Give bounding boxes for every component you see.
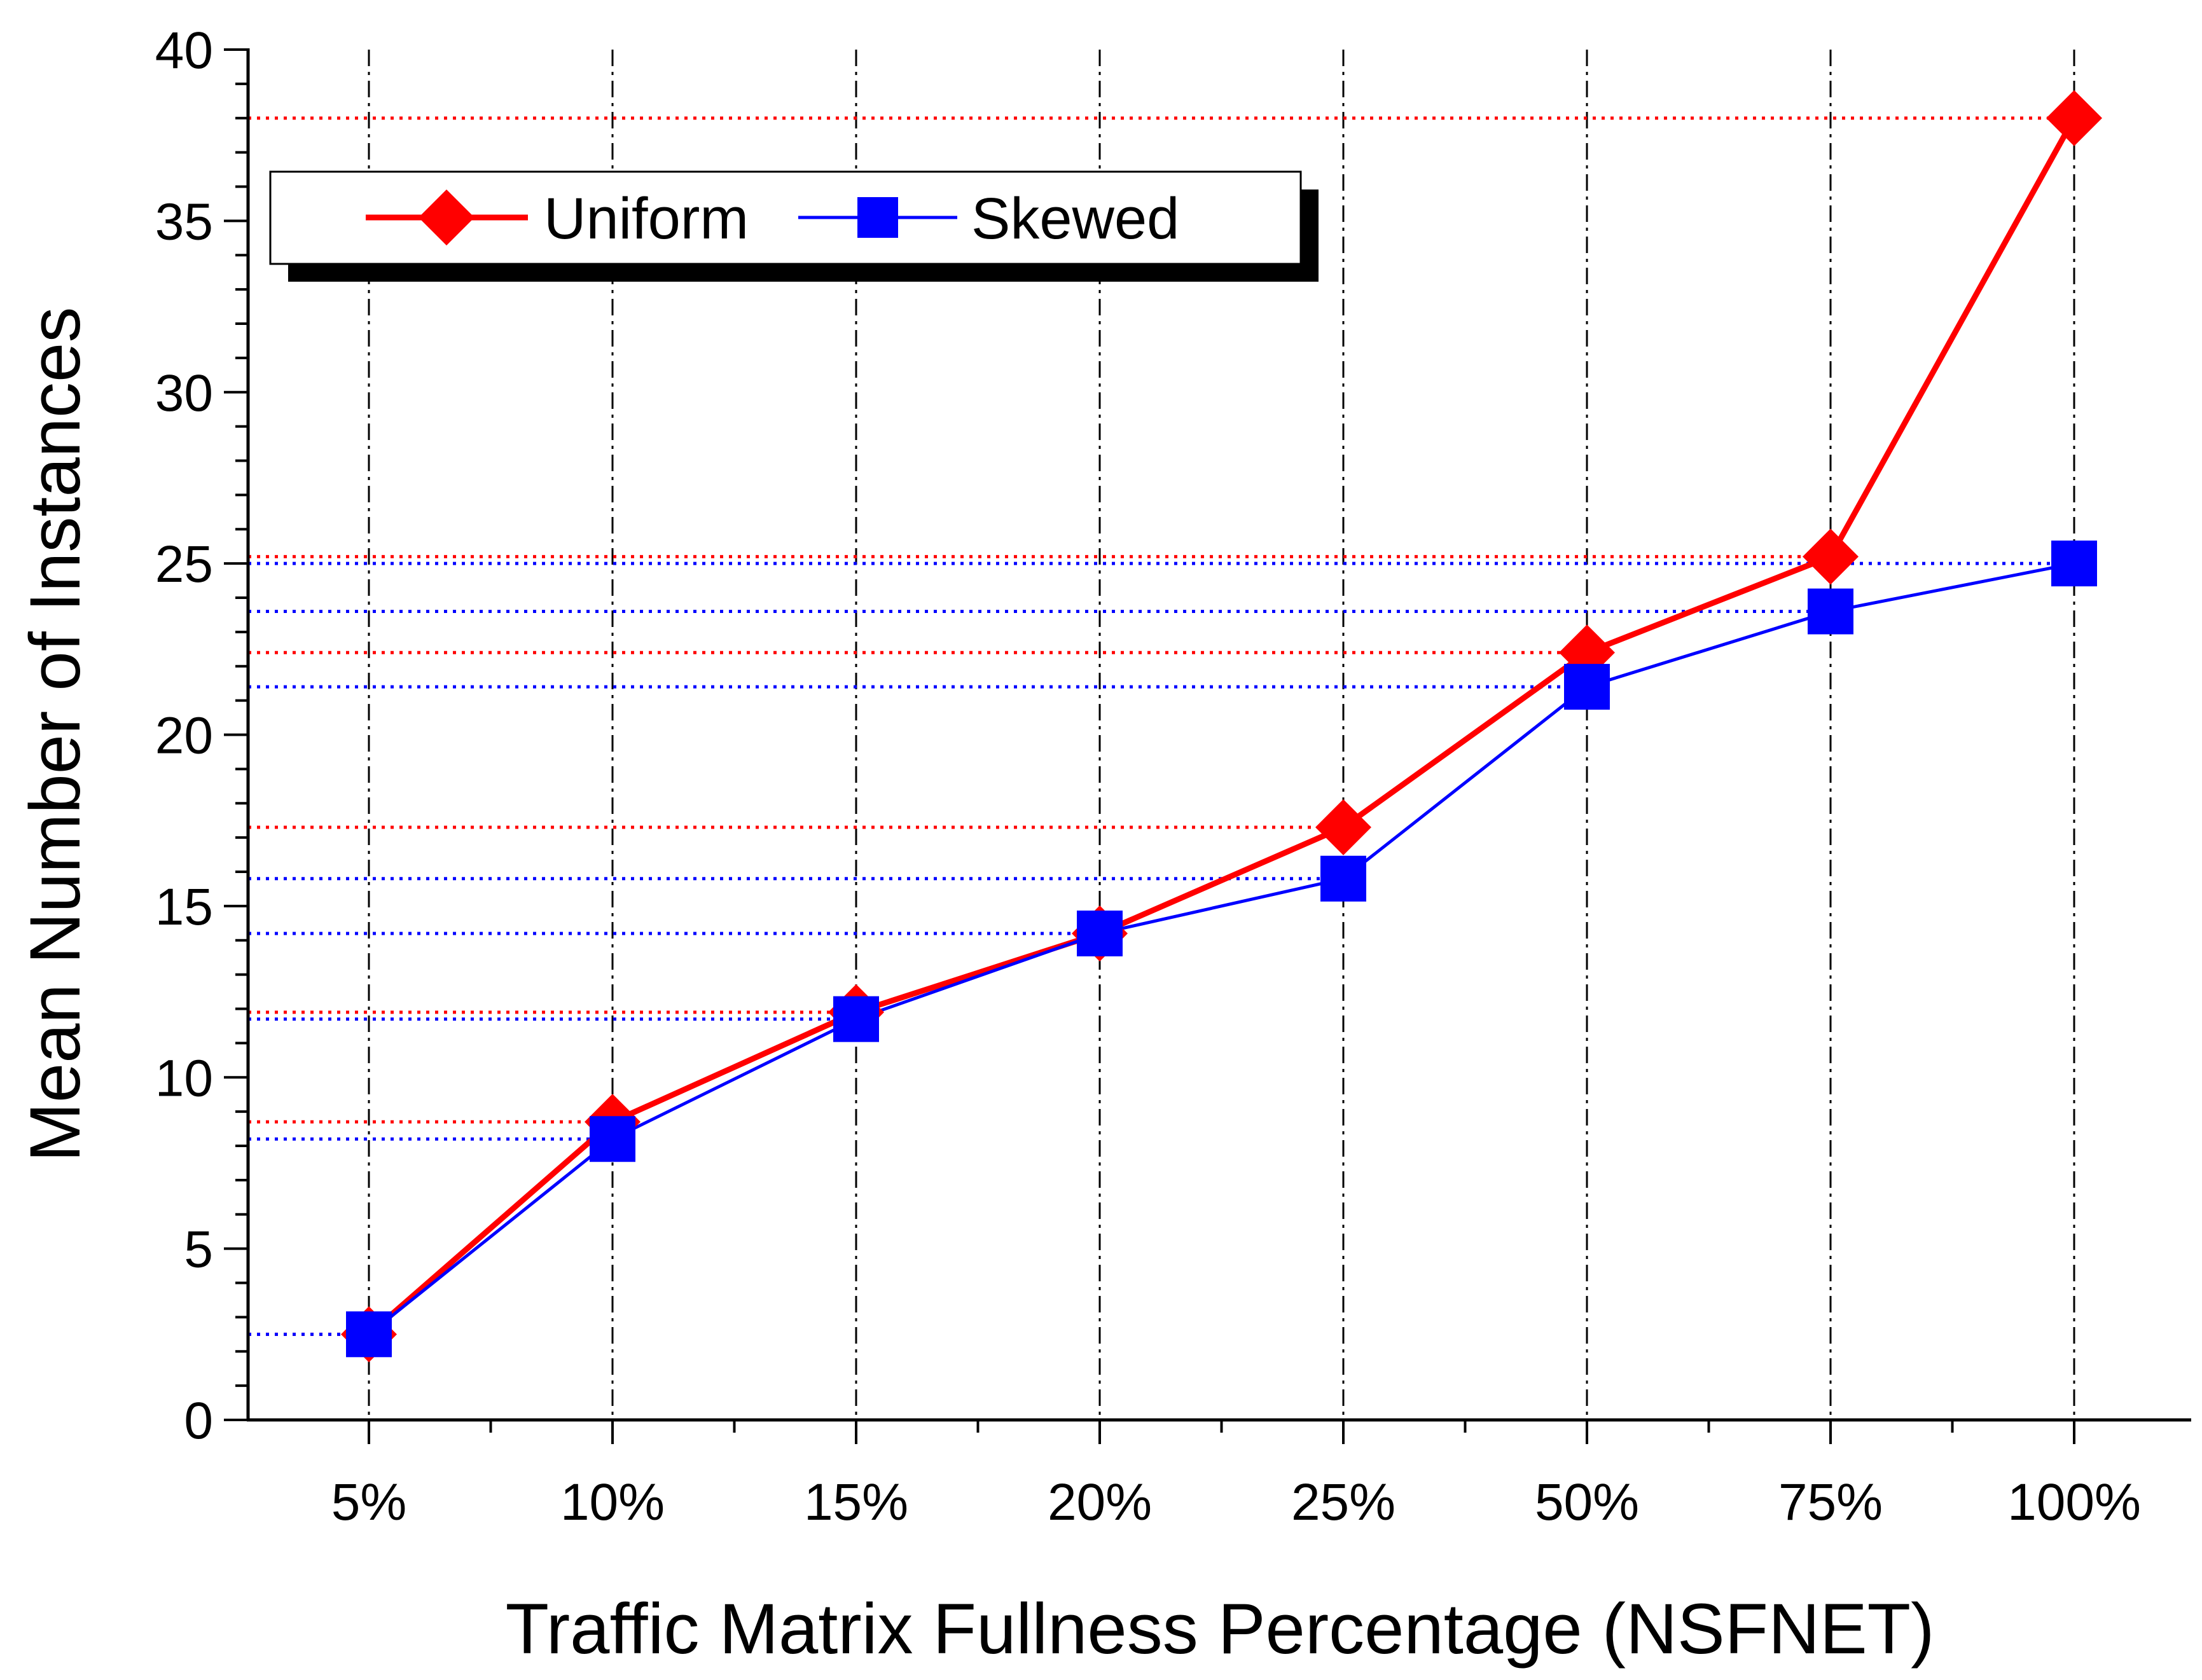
square-marker bbox=[1564, 664, 1610, 710]
diamond-marker bbox=[1803, 528, 1859, 585]
square-marker bbox=[857, 197, 898, 238]
square-marker bbox=[833, 996, 879, 1042]
y-tick-label: 0 bbox=[184, 1392, 213, 1450]
y-tick-label: 10 bbox=[155, 1049, 213, 1107]
square-marker bbox=[1320, 855, 1366, 902]
series-line-uniform bbox=[367, 116, 2077, 1337]
x-axis-title: Traffic Matrix Fullness Percentage (NSFN… bbox=[506, 1589, 1935, 1669]
y-tick-label: 30 bbox=[155, 364, 213, 422]
legend-label-skewed: Skewed bbox=[971, 186, 1179, 251]
x-tick-label: 75% bbox=[1778, 1473, 1883, 1531]
y-tick-label: 40 bbox=[155, 22, 213, 79]
square-marker bbox=[590, 1116, 635, 1162]
y-axis-title: Mean Number of Instances bbox=[15, 307, 95, 1162]
x-tick-label: 10% bbox=[560, 1473, 665, 1531]
diamond-marker bbox=[419, 189, 474, 245]
x-tick-label: 15% bbox=[804, 1473, 908, 1531]
y-tick-label: 15 bbox=[155, 878, 213, 936]
square-marker bbox=[1808, 588, 1853, 635]
legend-label-uniform: Uniform bbox=[544, 186, 749, 251]
square-marker bbox=[2051, 540, 2097, 587]
y-tick-label: 25 bbox=[155, 535, 213, 593]
y-tick-label: 35 bbox=[155, 193, 213, 251]
y-tick-label: 5 bbox=[184, 1221, 213, 1279]
square-marker bbox=[1077, 910, 1123, 956]
diamond-marker bbox=[2046, 90, 2102, 146]
legend: Uniform Skewed bbox=[269, 170, 1319, 282]
x-tick-label: 25% bbox=[1291, 1473, 1395, 1531]
y-tick-label: 20 bbox=[155, 707, 213, 765]
x-tick-label: 20% bbox=[1048, 1473, 1152, 1531]
diamond-marker bbox=[1315, 799, 1371, 855]
square-marker bbox=[346, 1311, 392, 1358]
axes: 0 5 10 15 20 25 30 35 40 5% 10% 15% 20% 25% 50% 75% 100% bbox=[155, 22, 2191, 1531]
x-tick-label: 5% bbox=[331, 1473, 407, 1531]
x-tick-label: 50% bbox=[1535, 1473, 1639, 1531]
x-tick-label: 100% bbox=[2007, 1473, 2141, 1531]
series-line-skewed bbox=[368, 561, 2075, 1336]
series-layer bbox=[341, 90, 2102, 1363]
